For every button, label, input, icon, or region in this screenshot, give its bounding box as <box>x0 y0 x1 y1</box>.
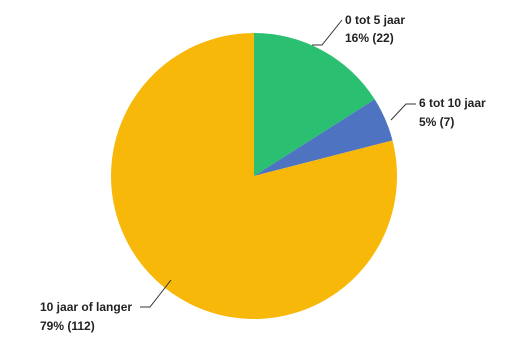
slice-label-6-tot-10-jaar: 6 tot 10 jaar <box>419 96 486 110</box>
leader-line-0-tot-5-jaar <box>312 19 343 46</box>
slice-value-6-tot-10-jaar: 5% (7) <box>419 115 454 129</box>
slice-label-0-tot-5-jaar: 0 tot 5 jaar <box>345 13 405 27</box>
pie-slice-6-tot-10-jaar <box>254 99 393 176</box>
pie-slices <box>111 33 398 319</box>
pie-slice-0-tot-5-jaar <box>254 33 375 176</box>
slice-value-10-jaar-of-langer: 79% (112) <box>40 319 95 333</box>
slice-value-0-tot-5-jaar: 16% (22) <box>345 31 394 45</box>
slice-label-10-jaar-of-langer: 10 jaar of langer <box>40 300 132 314</box>
pie-slice-10-jaar-of-langer <box>111 33 398 319</box>
leader-line-6-tot-10-jaar <box>390 103 416 121</box>
leader-line-10-jaar-of-langer <box>140 279 172 308</box>
